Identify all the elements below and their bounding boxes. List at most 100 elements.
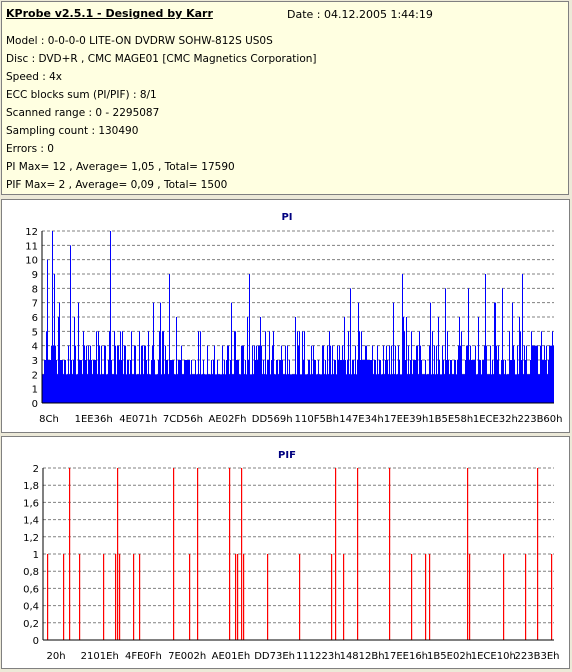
pi-bar (411, 331, 412, 403)
pi-bar (165, 345, 166, 403)
pi-bar (240, 374, 241, 403)
pi-bar (366, 345, 367, 403)
pi-bar (449, 374, 450, 403)
pi-bar (118, 345, 119, 403)
pi-bar (536, 345, 537, 403)
pi-bar (56, 360, 57, 403)
pif-bar (235, 554, 237, 640)
pi-bar (196, 374, 197, 403)
pi-bar (195, 360, 196, 403)
pif-chart: PIF 0 0,2 0,4 0,6 0,8 1 1,2 1,4 1,6 1,8 2 20h 2101Eh 4… (23, 450, 559, 662)
pi-bar (62, 360, 63, 403)
pi-bar (116, 374, 117, 403)
pi-bar (218, 374, 219, 403)
pi-bar (215, 374, 216, 403)
pi-bar (89, 360, 90, 403)
pi-bar (266, 374, 267, 403)
pi-bar (136, 374, 137, 403)
pi-bar (300, 374, 301, 403)
pi-bar (381, 374, 382, 403)
pi-bar (425, 360, 426, 403)
pi-bar (549, 345, 550, 403)
pi-bar (164, 374, 165, 403)
range-line: Scanned range : 0 - 2295087 (6, 107, 160, 119)
pi-bar (331, 374, 332, 403)
pi-bar (491, 374, 492, 403)
pi-bar (46, 331, 47, 403)
pi-bar (519, 317, 520, 403)
pi-bar (237, 360, 238, 403)
pi-bar (333, 374, 334, 403)
y-tick-label: 5 (32, 327, 38, 338)
pi-bar (376, 374, 377, 403)
pi-bar (492, 360, 493, 403)
pif-bar (551, 554, 553, 640)
pi-bar (87, 374, 88, 403)
pi-bar (153, 302, 154, 403)
pi-bar (545, 360, 546, 403)
pi-bar (160, 302, 161, 403)
pi-bar (59, 302, 60, 403)
pi-bar (303, 360, 304, 403)
sampling-line: Sampling count : 130490 (6, 125, 139, 137)
pi-bar (550, 345, 551, 403)
y-tick-label: 4 (32, 342, 38, 353)
y-tick-label: 2 (32, 370, 38, 381)
pi-bar (122, 331, 123, 403)
pi-bar (442, 345, 443, 403)
pi-bar (58, 317, 59, 403)
pif-bar (343, 554, 345, 640)
pi-bar (149, 374, 150, 403)
x-tick-label: DD73Eh (254, 651, 295, 662)
pi-bar (370, 360, 371, 403)
pi-bar (327, 345, 328, 403)
pi-bar (271, 360, 272, 403)
pi-bar (114, 331, 115, 403)
pi-bar (353, 360, 354, 403)
pi-bar (350, 288, 351, 403)
pi-bar (387, 360, 388, 403)
pi-bar (185, 360, 186, 403)
pi-bar (126, 374, 127, 403)
pi-bar (359, 331, 360, 403)
model-line: Model : 0-0-0-0 LITE-ON DVDRW SOHW-812S … (6, 35, 273, 47)
pi-bar (462, 374, 463, 403)
pi-bar (278, 374, 279, 403)
pi-bar (69, 374, 70, 403)
pi-bar (465, 360, 466, 403)
pi-bar (544, 345, 545, 403)
x-tick-label: 1ECE32h (473, 414, 518, 425)
pi-bar (361, 331, 362, 403)
pi-bar (447, 331, 448, 403)
y-tick-label: 0,4 (23, 602, 39, 613)
pi-bar (228, 345, 229, 403)
pi-bar (473, 360, 474, 403)
pi-bar (295, 317, 296, 403)
pi-bar (328, 374, 329, 403)
pi-bar (251, 374, 252, 403)
pi-bar (445, 288, 446, 403)
pi-bar (533, 345, 534, 403)
pi-bar (49, 360, 50, 403)
pi-bar (323, 345, 324, 403)
pi-bar (446, 360, 447, 403)
pi-bar (76, 374, 77, 403)
pi-bar (420, 345, 421, 403)
pi-bar (509, 331, 510, 403)
pi-bar (105, 345, 106, 403)
pi-bar (375, 360, 376, 403)
pi-bar (226, 360, 227, 403)
pi-bar (188, 360, 189, 403)
pi-bar (322, 345, 323, 403)
pi-bar (203, 360, 204, 403)
x-tick-label: 17EE39h (384, 414, 428, 425)
pi-bar (93, 360, 94, 403)
pi-bar (417, 345, 418, 403)
pif-bar (389, 468, 391, 640)
pi-bar (524, 345, 525, 403)
pi-bar (342, 345, 343, 403)
pi-bar (456, 374, 457, 403)
pi-bar (369, 360, 370, 403)
pi-bar (150, 374, 151, 403)
pi-bar (403, 317, 404, 403)
